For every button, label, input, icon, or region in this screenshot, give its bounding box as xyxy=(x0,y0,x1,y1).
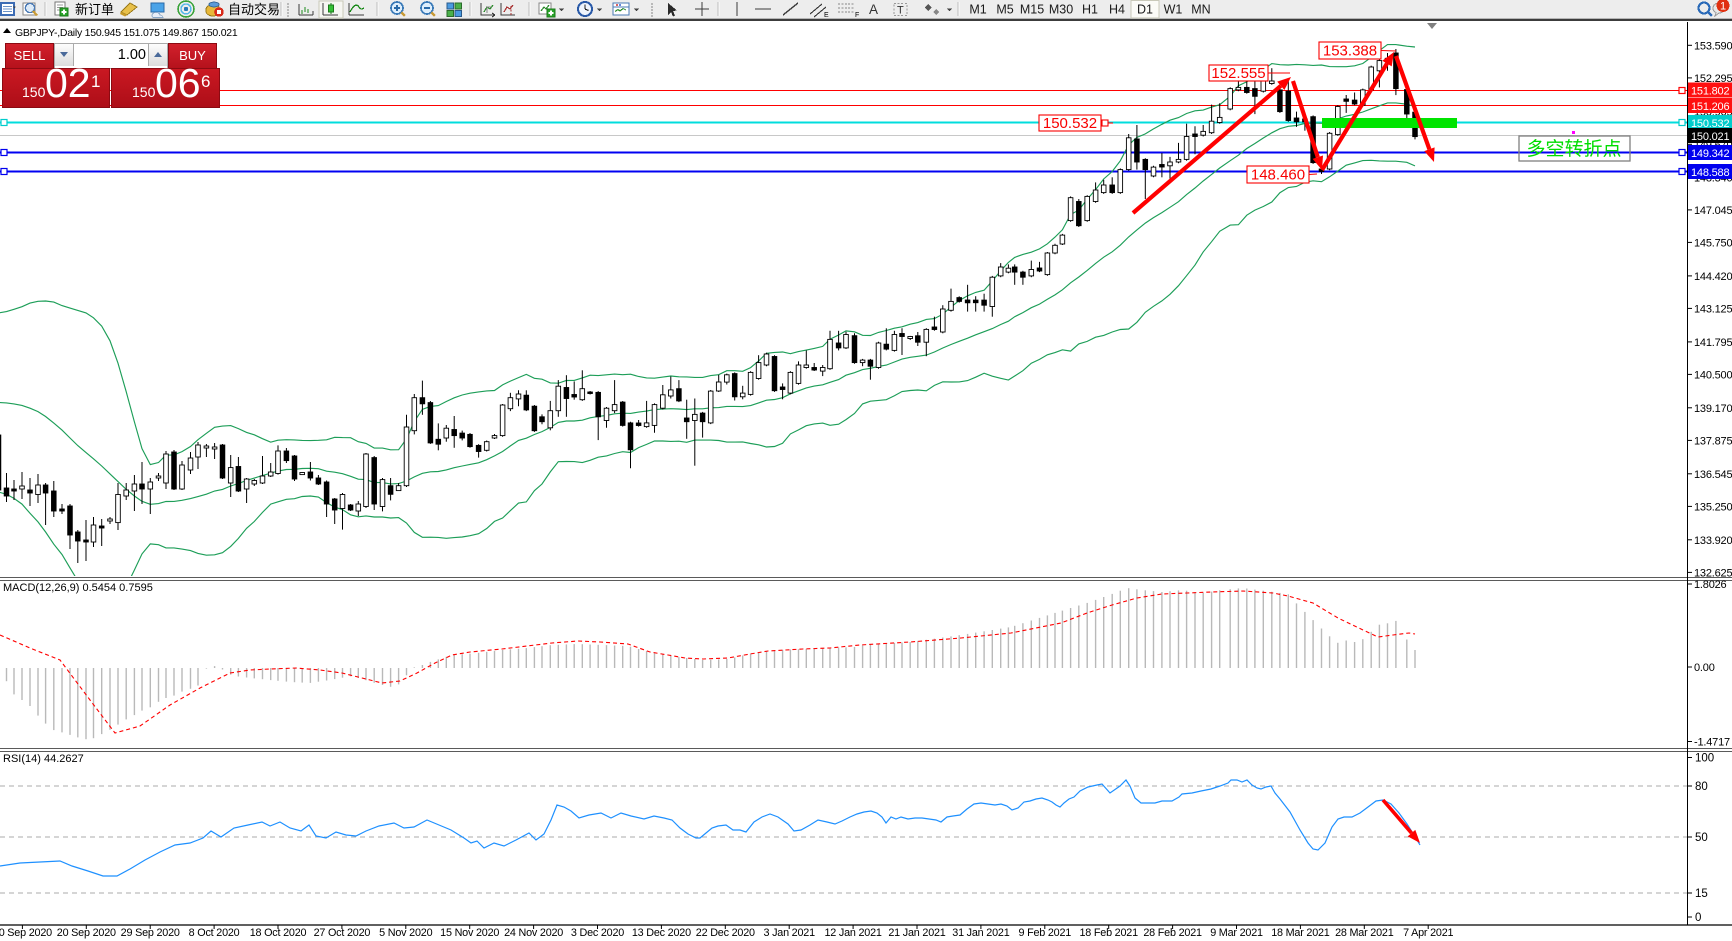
svg-text:150.532: 150.532 xyxy=(1043,115,1097,132)
svg-text:24 Nov 2020: 24 Nov 2020 xyxy=(504,927,563,939)
svg-text:145.750: 145.750 xyxy=(1694,237,1732,249)
svg-text:153.388: 153.388 xyxy=(1323,43,1377,60)
svg-text:M30: M30 xyxy=(1049,3,1073,17)
svg-text:31 Jan 2021: 31 Jan 2021 xyxy=(952,927,1009,939)
svg-text:151.206: 151.206 xyxy=(1691,101,1729,113)
svg-text:133.920: 133.920 xyxy=(1694,535,1732,547)
svg-text:29 Sep 2020: 29 Sep 2020 xyxy=(121,927,180,939)
svg-text:0.00: 0.00 xyxy=(1694,662,1715,674)
svg-text:新订单: 新订单 xyxy=(75,2,114,17)
svg-text:140.500: 140.500 xyxy=(1694,369,1732,381)
svg-text:MN: MN xyxy=(1191,3,1210,17)
svg-text:9 Feb 2021: 9 Feb 2021 xyxy=(1018,927,1071,939)
svg-text:152.555: 152.555 xyxy=(1211,65,1265,82)
svg-text:7 Apr 2021: 7 Apr 2021 xyxy=(1403,927,1453,939)
svg-text:143.125: 143.125 xyxy=(1694,303,1732,315)
svg-text:100: 100 xyxy=(1695,753,1714,765)
svg-text:1: 1 xyxy=(1720,1,1726,13)
svg-text:139.170: 139.170 xyxy=(1694,403,1732,415)
svg-text:132.625: 132.625 xyxy=(1694,567,1732,579)
svg-text:22 Dec 2020: 22 Dec 2020 xyxy=(696,927,755,939)
svg-text:148.460: 148.460 xyxy=(1251,167,1305,184)
svg-text:M1: M1 xyxy=(969,3,986,17)
svg-text:MACD(12,26,9) 0.5454 0.7595: MACD(12,26,9) 0.5454 0.7595 xyxy=(3,582,153,594)
svg-text:-1.4717: -1.4717 xyxy=(1694,737,1730,749)
svg-text:RSI(14) 44.2627: RSI(14) 44.2627 xyxy=(3,753,84,765)
svg-text:28 Mar 2021: 28 Mar 2021 xyxy=(1335,927,1394,939)
svg-text:13 Dec 2020: 13 Dec 2020 xyxy=(632,927,691,939)
svg-text:GBPJPY-,Daily 150.945 151.075: GBPJPY-,Daily 150.945 151.075 149.867 15… xyxy=(15,27,238,39)
svg-text:20 Sep 2020: 20 Sep 2020 xyxy=(57,927,116,939)
svg-text:3 Dec 2020: 3 Dec 2020 xyxy=(571,927,624,939)
svg-text:E: E xyxy=(824,12,829,19)
svg-text:5 Nov 2020: 5 Nov 2020 xyxy=(379,927,432,939)
svg-text:28 Feb 2021: 28 Feb 2021 xyxy=(1143,927,1202,939)
svg-text:150.532: 150.532 xyxy=(1691,118,1729,130)
svg-text:3 Jan 2021: 3 Jan 2021 xyxy=(763,927,815,939)
svg-text:150.021: 150.021 xyxy=(1691,131,1729,143)
svg-text:A: A xyxy=(869,2,878,17)
svg-text:27 Oct 2020: 27 Oct 2020 xyxy=(314,927,371,939)
svg-text:15 Nov 2020: 15 Nov 2020 xyxy=(440,927,499,939)
svg-text:18 Mar 2021: 18 Mar 2021 xyxy=(1271,927,1330,939)
svg-text:18 Feb 2021: 18 Feb 2021 xyxy=(1079,927,1138,939)
svg-text:多空转折点: 多空转折点 xyxy=(1526,138,1621,160)
svg-text:M15: M15 xyxy=(1020,3,1044,17)
svg-text:137.875: 137.875 xyxy=(1694,435,1732,447)
svg-text:10 Sep 2020: 10 Sep 2020 xyxy=(0,927,52,939)
svg-text:21 Jan 2021: 21 Jan 2021 xyxy=(888,927,945,939)
svg-text:50: 50 xyxy=(1695,832,1708,844)
svg-text:1.8026: 1.8026 xyxy=(1694,579,1727,591)
svg-text:自动交易: 自动交易 xyxy=(228,2,280,17)
svg-text:W1: W1 xyxy=(1164,3,1183,17)
svg-text:12 Jan 2021: 12 Jan 2021 xyxy=(824,927,881,939)
svg-text:151.802: 151.802 xyxy=(1691,86,1729,98)
svg-text:0: 0 xyxy=(1695,912,1701,924)
svg-text:M5: M5 xyxy=(996,3,1013,17)
svg-text:D1: D1 xyxy=(1137,3,1153,17)
svg-text:152.295: 152.295 xyxy=(1694,73,1732,85)
svg-text:147.045: 147.045 xyxy=(1694,205,1732,217)
svg-text:T: T xyxy=(897,5,904,17)
svg-text:80: 80 xyxy=(1695,781,1708,793)
svg-text:H4: H4 xyxy=(1109,3,1125,17)
svg-text:148.588: 148.588 xyxy=(1691,167,1729,179)
svg-text:136.545: 136.545 xyxy=(1694,469,1732,481)
svg-text:15: 15 xyxy=(1695,888,1708,900)
svg-text:H1: H1 xyxy=(1082,3,1098,17)
svg-text:9 Mar 2021: 9 Mar 2021 xyxy=(1210,927,1263,939)
svg-text:141.795: 141.795 xyxy=(1694,337,1732,349)
svg-text:8 Oct 2020: 8 Oct 2020 xyxy=(189,927,240,939)
svg-text:135.250: 135.250 xyxy=(1694,501,1732,513)
svg-text:149.342: 149.342 xyxy=(1691,148,1729,160)
svg-text:18 Oct 2020: 18 Oct 2020 xyxy=(250,927,307,939)
svg-text:F: F xyxy=(855,12,859,19)
svg-text:153.590: 153.590 xyxy=(1694,40,1732,52)
svg-text:144.420: 144.420 xyxy=(1694,271,1732,283)
